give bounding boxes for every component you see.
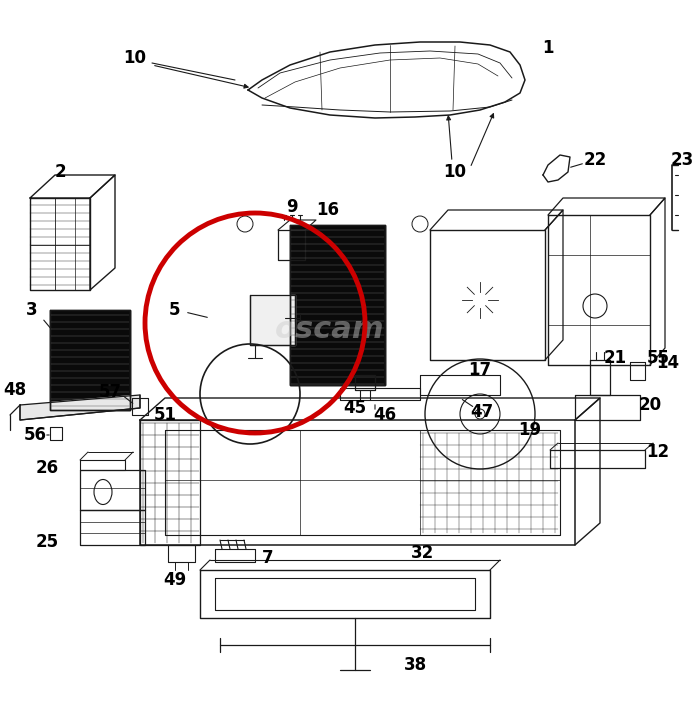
Text: 32: 32 bbox=[411, 544, 434, 562]
Text: 10: 10 bbox=[443, 163, 466, 181]
Text: 49: 49 bbox=[164, 571, 187, 589]
Text: 19: 19 bbox=[519, 421, 541, 439]
Text: 10: 10 bbox=[123, 49, 146, 67]
Text: 25: 25 bbox=[35, 533, 58, 551]
Text: 17: 17 bbox=[468, 361, 491, 379]
Text: 3: 3 bbox=[26, 301, 38, 319]
Text: 2: 2 bbox=[54, 163, 66, 181]
Text: 26: 26 bbox=[35, 459, 58, 477]
Text: 57: 57 bbox=[98, 383, 122, 401]
Polygon shape bbox=[290, 225, 385, 385]
Text: 22: 22 bbox=[583, 151, 607, 169]
Text: oscam: oscam bbox=[275, 316, 385, 344]
Polygon shape bbox=[20, 395, 140, 420]
Text: 51: 51 bbox=[154, 406, 177, 424]
Text: 23: 23 bbox=[670, 151, 694, 169]
Polygon shape bbox=[250, 295, 295, 345]
Text: 9: 9 bbox=[286, 198, 298, 216]
Text: 47: 47 bbox=[470, 403, 493, 421]
Text: 56: 56 bbox=[24, 426, 47, 444]
Polygon shape bbox=[50, 310, 130, 410]
Text: 46: 46 bbox=[374, 406, 397, 424]
Text: 12: 12 bbox=[647, 443, 670, 461]
Text: 14: 14 bbox=[656, 354, 679, 372]
Text: 21: 21 bbox=[603, 349, 626, 367]
Text: 38: 38 bbox=[404, 656, 427, 674]
Text: 5: 5 bbox=[169, 301, 181, 319]
Text: 7: 7 bbox=[262, 549, 274, 567]
Text: 45: 45 bbox=[343, 399, 367, 417]
Text: 16: 16 bbox=[317, 201, 340, 219]
Text: 55: 55 bbox=[647, 349, 670, 367]
Text: 20: 20 bbox=[638, 396, 662, 414]
Text: 48: 48 bbox=[3, 381, 26, 399]
Text: 1: 1 bbox=[542, 39, 554, 57]
